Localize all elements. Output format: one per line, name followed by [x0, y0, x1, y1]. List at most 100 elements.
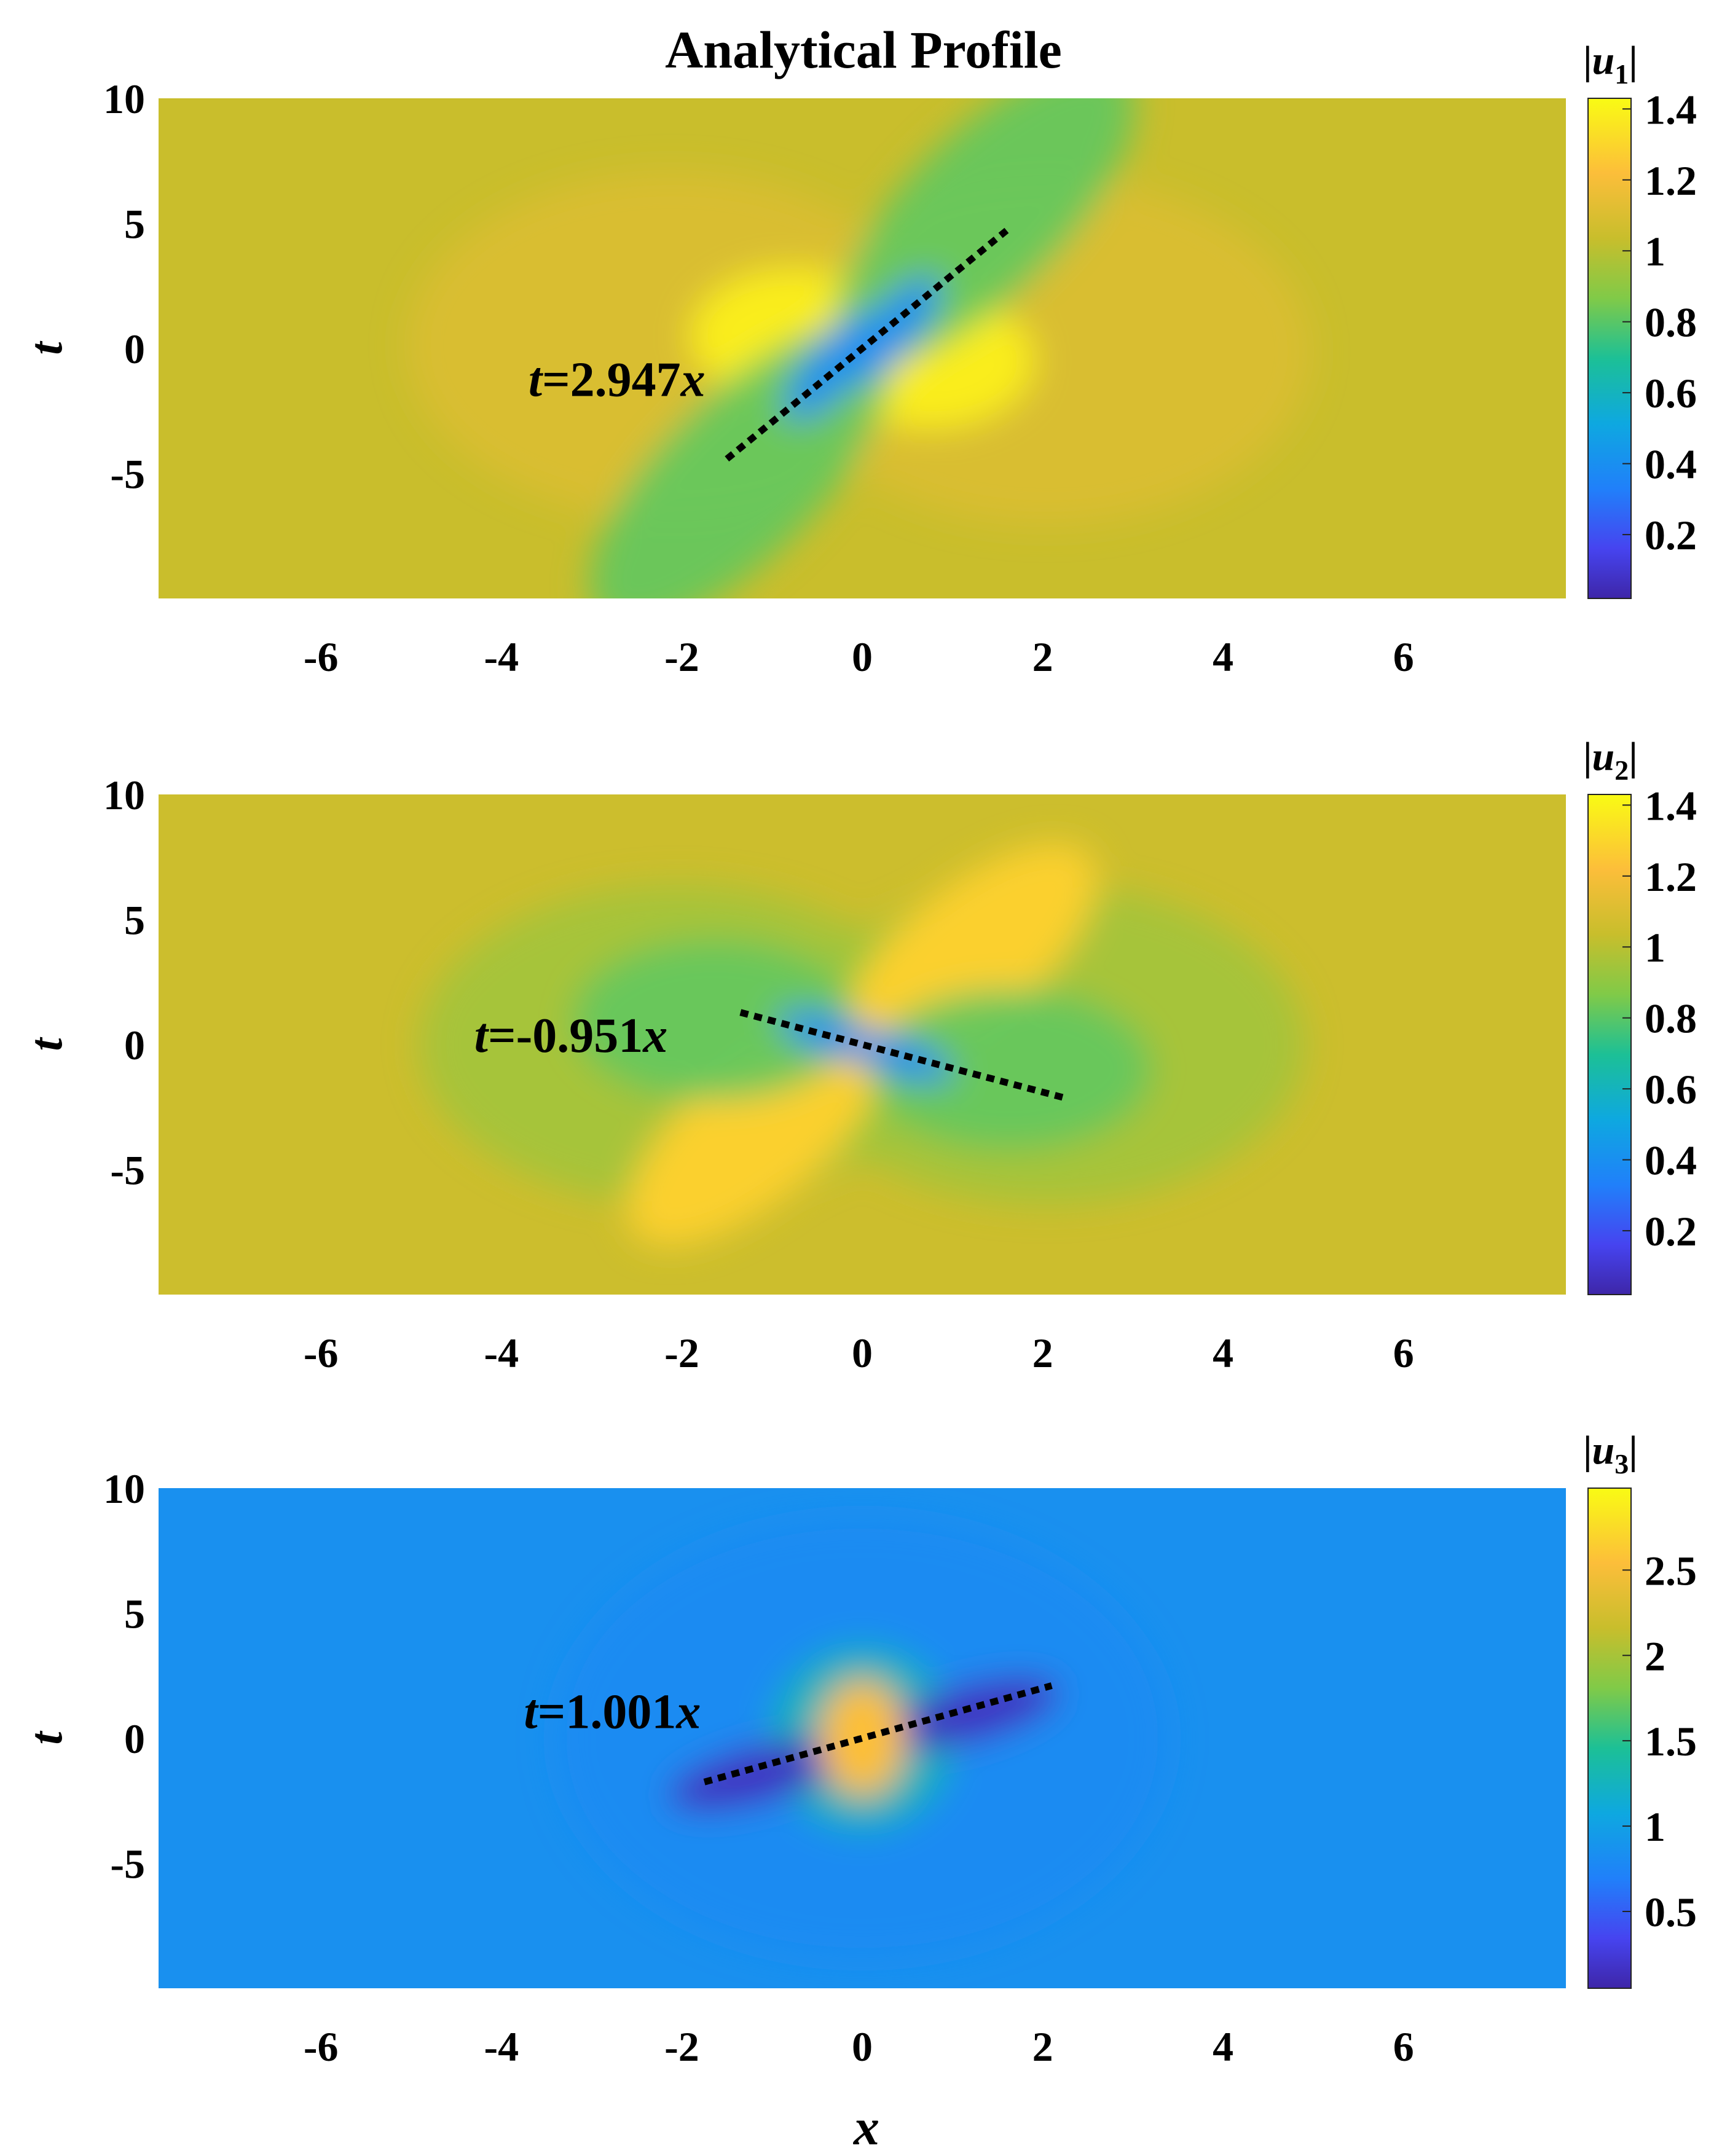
heatmap-features	[555, 1517, 1170, 1959]
colorbar-label-bar: |	[1629, 1428, 1638, 1473]
colorbar-tick-label: 0.4	[1645, 1137, 1697, 1184]
colorbar-tick-label: 1.4	[1645, 86, 1697, 133]
colorbar-tick-label: 1.4	[1645, 782, 1697, 829]
panel-2: t=-0.951x-6 -4 -2 0 2 4 61050-5t1.41.210.80.60…	[20, 734, 1697, 1376]
heatmap-core-min	[846, 1032, 953, 1081]
annotation-value: =1.001	[538, 1685, 677, 1739]
colorbar-tick-label: 1	[1645, 924, 1665, 971]
x-tick-label: -4	[484, 633, 519, 680]
annotation-var: t	[474, 1009, 490, 1063]
heatmap-lobe-peak	[836, 843, 1097, 1074]
annotation-var: x	[642, 1009, 667, 1063]
colorbar-label-bar: |	[1629, 734, 1638, 779]
heatmap-blurred	[407, 98, 1311, 598]
x-tick-label: 4	[1213, 1330, 1233, 1376]
y-tick-label: 5	[124, 897, 145, 944]
colorbar-label-bar: |	[1583, 38, 1592, 83]
annotation-var: x	[675, 1685, 701, 1739]
heatmap-features	[420, 843, 1305, 1246]
heatmap-lobe-low	[880, 1677, 1060, 1750]
colorbar-tick-label: 0.5	[1645, 1889, 1697, 1935]
colorbar-tick-label: 1	[1645, 228, 1665, 275]
annotation-var: x	[680, 353, 706, 407]
colorbar-label-bar: |	[1629, 38, 1638, 83]
colorbar-tick-label: 1.2	[1645, 853, 1697, 900]
x-tick-label: -6	[304, 2023, 339, 2070]
colorbar-label-var: u	[1592, 734, 1615, 779]
heatmap-blurred	[555, 1517, 1170, 1959]
x-tick-label: -2	[664, 1330, 699, 1376]
colorbar-tick-label: 1	[1645, 1803, 1665, 1850]
x-tick-label: 4	[1213, 2023, 1233, 2070]
colorbar-label: |u1|	[1583, 38, 1638, 90]
colorbar-tick-label: 0.2	[1645, 512, 1697, 559]
x-tick-label: -2	[664, 633, 699, 680]
heatmap-lobe-peak	[627, 1015, 888, 1246]
colorbar-tick-label: 1.5	[1645, 1718, 1697, 1765]
colorbar-label-sub: 1	[1614, 58, 1629, 90]
colorbar-label: |u3|	[1583, 1428, 1638, 1480]
colorbar-tick-label: 2.5	[1645, 1547, 1697, 1594]
y-tick-label: 0	[124, 326, 145, 372]
y-axis-label: t	[20, 340, 72, 355]
colorbar	[1587, 1488, 1632, 1989]
colorbar-tick-label: 0.4	[1645, 441, 1697, 488]
panels: t=2.947x-6 -4 -2 0 2 4 61050-5t1.41.210.80.60.…	[20, 38, 1697, 2070]
figure-title: Analytical Profile	[665, 20, 1062, 79]
y-tick-label: 10	[103, 772, 145, 818]
colorbar-label-sub: 2	[1614, 755, 1629, 786]
annotation-value: =2.947	[542, 353, 681, 407]
x-tick-label: -2	[664, 2023, 699, 2070]
heatmap-lobe-low	[868, 989, 1151, 1149]
x-tick-label: 0	[852, 2023, 873, 2070]
annotation-label: t=2.947x	[529, 353, 706, 407]
annotation-value: =-0.951	[488, 1009, 643, 1063]
colorbar-tick-label: 0.2	[1645, 1208, 1697, 1255]
y-axis-label: t	[20, 1730, 72, 1745]
heatmap-features	[407, 98, 1311, 598]
x-axis-label: x	[852, 2099, 879, 2156]
y-tick-label: -5	[110, 1147, 145, 1194]
y-tick-label: 0	[124, 1715, 145, 1762]
heatmap-lobe-peak	[819, 1680, 905, 1797]
colorbar-label: |u2|	[1583, 734, 1638, 786]
x-tick-label: -4	[484, 2023, 519, 2070]
y-tick-label: 10	[103, 1465, 145, 1512]
y-tick-label: -5	[110, 1841, 145, 1887]
colorbar	[1587, 794, 1632, 1295]
x-tick-label: 4	[1213, 633, 1233, 680]
x-tick-label: -6	[304, 633, 339, 680]
y-tick-label: 5	[124, 201, 145, 248]
colorbar-label-bar: |	[1583, 1428, 1592, 1473]
colorbar-tick-label: 1.2	[1645, 157, 1697, 204]
colorbar	[1587, 98, 1632, 599]
annotation-label: t=1.001x	[524, 1685, 701, 1739]
x-tick-label: 6	[1393, 1330, 1414, 1376]
colorbar-label-bar: |	[1583, 734, 1592, 779]
colorbar-label-sub: 3	[1614, 1448, 1629, 1480]
annotation-var: t	[524, 1685, 540, 1739]
panel-1: t=2.947x-6 -4 -2 0 2 4 61050-5t1.41.210.80.60.…	[20, 38, 1697, 680]
annotation-var: t	[529, 353, 544, 407]
dashed-line	[725, 227, 1009, 462]
colorbar-label-var: u	[1592, 38, 1615, 83]
colorbar-tick-label: 0.8	[1645, 299, 1697, 346]
x-tick-label: 6	[1393, 2023, 1414, 2070]
y-tick-label: 0	[124, 1022, 145, 1068]
heatmap-lobe-low	[573, 940, 856, 1100]
y-tick-label: 10	[103, 76, 145, 122]
y-tick-label: 5	[124, 1591, 145, 1637]
colorbar-tick-label: 0.8	[1645, 995, 1697, 1042]
x-tick-label: 6	[1393, 633, 1414, 680]
x-tick-label: 2	[1032, 633, 1053, 680]
y-tick-label: -5	[110, 451, 145, 498]
colorbar-tick-label: 0.6	[1645, 1066, 1697, 1113]
colorbar-label-var: u	[1592, 1428, 1615, 1473]
dashed-line	[703, 1682, 1053, 1786]
x-tick-label: 2	[1032, 1330, 1053, 1376]
x-tick-label: 0	[852, 1330, 873, 1376]
x-tick-label: 2	[1032, 2023, 1053, 2070]
annotation-label: t=-0.951x	[474, 1009, 667, 1063]
